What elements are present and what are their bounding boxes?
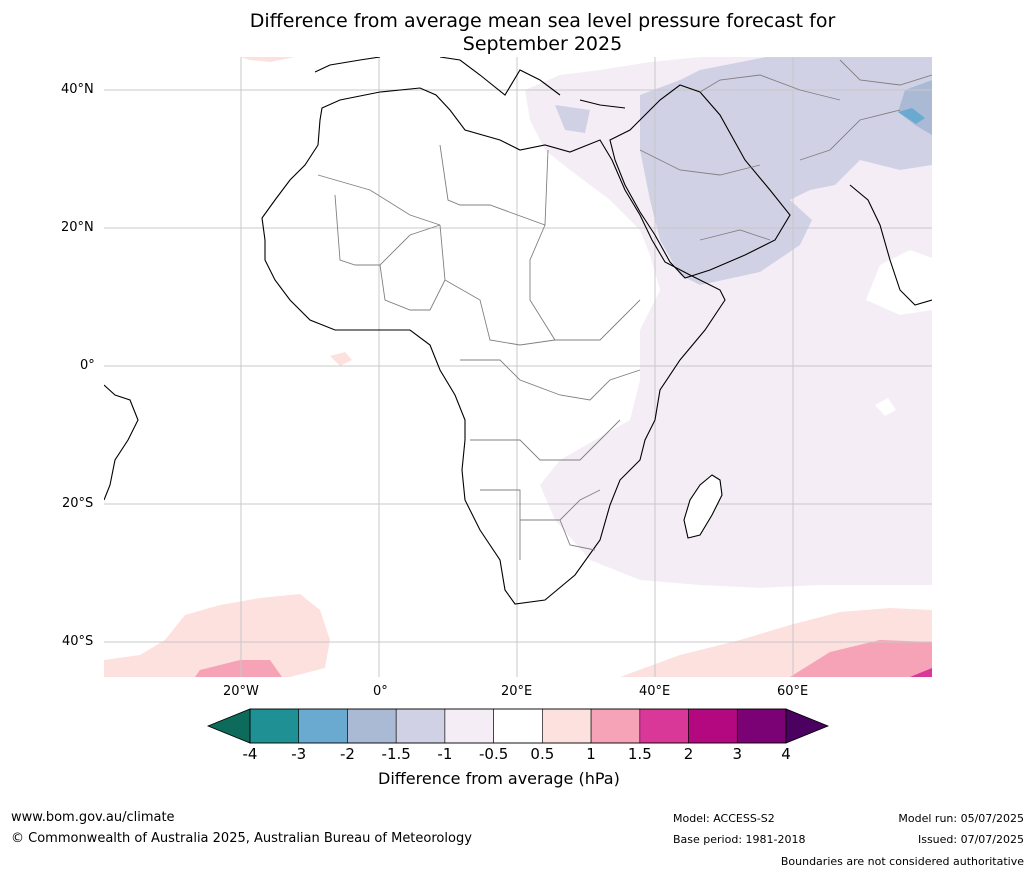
india-coastline — [849, 184, 932, 306]
anomaly-region-pink-se — [790, 640, 932, 677]
lon-label-0: 0° — [373, 684, 388, 699]
colorbar-tick-label: 0.5 — [530, 745, 555, 763]
anomaly-region-steel-blue — [898, 80, 932, 135]
anomaly-region-blue — [898, 108, 925, 124]
colorbar-tick-label: -0.5 — [478, 745, 509, 763]
lon-label-60e: 60°E — [777, 684, 809, 699]
colorbar-swatch — [493, 708, 543, 744]
lon-label-20w: 20°W — [223, 684, 259, 699]
lat-label-20n: 20°N — [61, 220, 94, 235]
colorbar-tick-label: 1.5 — [627, 745, 652, 763]
anomaly-region-white-patch — [875, 398, 896, 416]
colorbar-tick-label: -2 — [339, 745, 355, 763]
colorbar-swatch — [542, 708, 592, 744]
colorbar-swatch — [688, 708, 738, 744]
lat-label-40n: 40°N — [61, 82, 94, 97]
lon-label-20e: 20°E — [501, 684, 533, 699]
country-borders — [317, 59, 932, 560]
colorbar-tick-label: -1 — [437, 745, 453, 763]
footer-url: www.bom.gov.au/climate — [11, 810, 175, 825]
madagascar-coastline — [683, 474, 723, 539]
lat-label-20s: 20°S — [62, 496, 94, 511]
colorbar-swatch — [736, 708, 787, 744]
europe-coastline — [314, 57, 626, 109]
footer-base-period: Base period: 1981-2018 — [673, 833, 806, 846]
lat-label-0: 0° — [80, 358, 95, 373]
title-line-2: September 2025 — [462, 33, 623, 55]
arabia-coastline — [609, 84, 791, 279]
colorbar-tick-label: 4 — [781, 745, 791, 763]
anomaly-region-pale-pink-eq — [330, 352, 352, 366]
colorbar-swatch — [395, 708, 446, 744]
colorbar-tick-label: -4 — [242, 745, 258, 763]
anomaly-region-magenta-se — [910, 668, 932, 677]
colorbar-tick-label: 3 — [732, 745, 743, 763]
graticule — [104, 57, 932, 677]
colorbar-swatch — [249, 708, 300, 744]
colorbar-tick-label: -3 — [291, 745, 307, 763]
anomaly-region-pale-pink-sw — [104, 594, 330, 677]
footer-issued: Issued: 07/07/2025 — [917, 833, 1024, 846]
footer-model-run: Model run: 05/07/2025 — [898, 812, 1024, 825]
anomaly-region-light-lavender — [525, 57, 932, 588]
footer-disclaimer: Boundaries are not considered authoritat… — [780, 855, 1024, 868]
footer-copyright: © Commonwealth of Australia 2025, Austra… — [11, 831, 472, 846]
colorbar-swatch — [639, 708, 689, 744]
title-line-1: Difference from average mean sea level p… — [249, 10, 836, 32]
anomaly-region-white-india — [866, 250, 932, 315]
anomaly-region-lavender-med — [555, 105, 590, 133]
colorbar-tick-label: 2 — [683, 745, 694, 763]
anomaly-region-pink-sw — [195, 660, 282, 677]
footer-model: Model: ACCESS-S2 — [673, 812, 775, 825]
colorbar-title: Difference from average (hPa) — [378, 769, 620, 788]
colorbar-high-extension — [785, 708, 830, 744]
south-america-coastline — [104, 384, 139, 501]
colorbar-swatch — [444, 708, 494, 744]
lat-label-40s: 40°S — [62, 634, 94, 649]
colorbar-tick-label: 1 — [586, 745, 596, 763]
africa-coastline — [261, 87, 726, 605]
lon-label-40e: 40°E — [639, 684, 671, 699]
colorbar-swatch — [347, 708, 397, 744]
colorbar-swatch — [590, 708, 641, 744]
map-title: Difference from average mean sea level p… — [0, 10, 1035, 56]
colorbar — [206, 708, 830, 744]
colorbar-low-extension — [206, 708, 251, 744]
colorbar-tick-label: -1.5 — [381, 745, 411, 763]
colorbar-swatch — [298, 708, 348, 744]
anomaly-region-pale-pink-n — [240, 57, 295, 62]
